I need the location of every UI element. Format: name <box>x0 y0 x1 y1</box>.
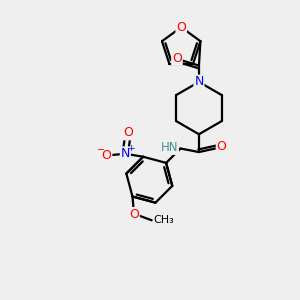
Text: N: N <box>121 147 130 160</box>
Text: +: + <box>127 144 134 153</box>
Text: HN: HN <box>160 141 178 154</box>
Text: −: − <box>97 145 105 155</box>
Text: O: O <box>176 21 186 34</box>
Text: O: O <box>129 208 139 221</box>
Text: O: O <box>123 127 133 140</box>
Text: O: O <box>217 140 226 153</box>
Text: O: O <box>102 149 112 162</box>
Text: N: N <box>194 75 204 88</box>
Text: CH₃: CH₃ <box>153 215 174 225</box>
Text: O: O <box>172 52 182 65</box>
